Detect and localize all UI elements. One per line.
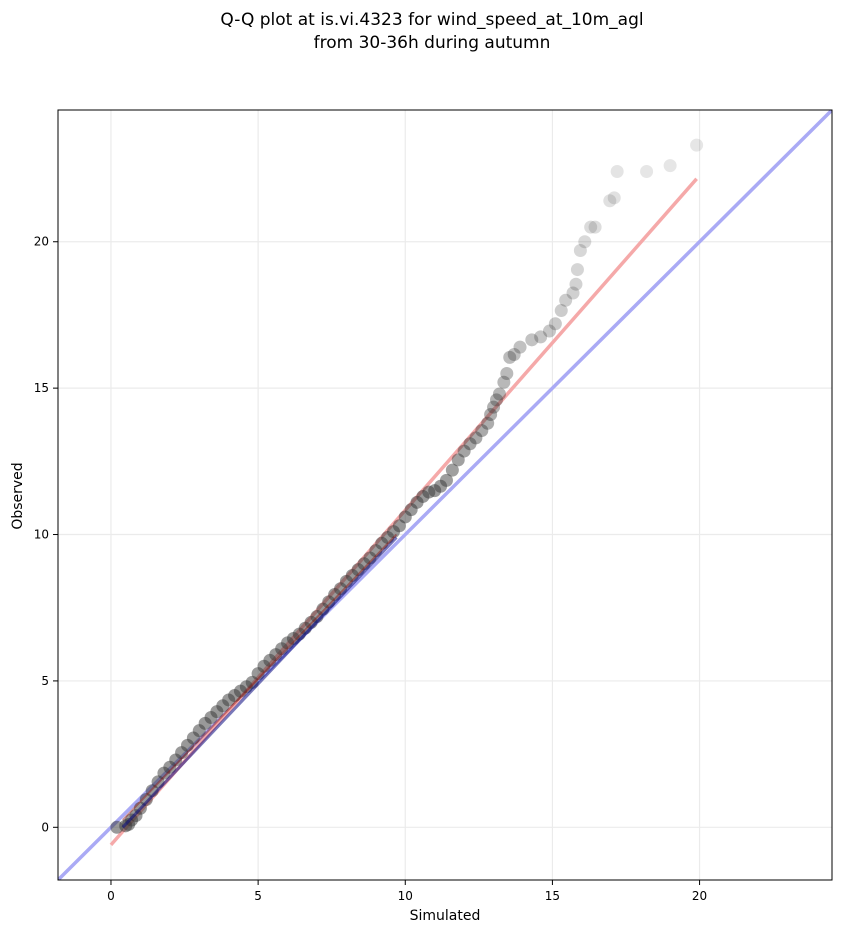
x-tick-label: 0 [107, 889, 115, 903]
qq-point [428, 484, 442, 498]
qq-point [513, 340, 527, 354]
plot-area [58, 110, 832, 880]
qq-point [525, 333, 539, 347]
qq-point [542, 324, 556, 338]
plot-frame [57, 109, 833, 881]
qq-point [490, 393, 504, 407]
qq-point [663, 159, 677, 173]
qq-point [578, 235, 592, 249]
x-axis-label: Simulated [410, 908, 481, 924]
qq-point [475, 424, 489, 438]
qq-point [603, 194, 617, 208]
qq-point [457, 444, 471, 458]
qq-point [548, 317, 562, 331]
qq-point [507, 347, 521, 361]
qq-point [434, 479, 448, 493]
qq-point [503, 350, 517, 364]
qq-point [607, 191, 621, 205]
y-tick-label: 20 [34, 235, 49, 249]
chart-title-line-1: Q-Q plot at is.vi.4323 for wind_speed_at… [220, 10, 643, 30]
qq-point [690, 138, 704, 152]
x-tick-label: 20 [692, 889, 707, 903]
qq-point [492, 387, 506, 401]
x-tick-label: 15 [545, 889, 560, 903]
x-tick-label: 10 [398, 889, 413, 903]
y-tick-label: 10 [34, 528, 49, 542]
qq-point [610, 164, 624, 178]
qq-point [497, 375, 511, 389]
qq-point [640, 164, 654, 178]
y-tick-label: 15 [34, 381, 49, 395]
fit-line-overlap [122, 533, 398, 821]
y-tick-label: 0 [41, 820, 49, 834]
grid-lines [58, 110, 832, 880]
y-tick-label: 5 [41, 674, 49, 688]
qq-point [584, 220, 598, 234]
qq-point [487, 400, 501, 414]
qq-point [500, 366, 514, 380]
qq-point [469, 431, 483, 445]
qq-point [559, 293, 573, 307]
qq-point [463, 437, 477, 451]
qq-point [570, 263, 584, 277]
qq-point [588, 220, 602, 234]
y-axis-label: Observed [10, 462, 26, 529]
qq-point [451, 453, 465, 467]
qq-point [566, 286, 580, 300]
qq-point [534, 330, 548, 344]
chart-title-line-2: from 30-36h during autumn [314, 33, 551, 53]
qq-point [445, 463, 459, 477]
qq-point [573, 244, 587, 258]
identity-line-overlap [121, 536, 398, 829]
qq-point [554, 304, 568, 318]
qq-point [481, 416, 495, 430]
qq-point [484, 407, 498, 421]
x-tick-label: 5 [254, 889, 262, 903]
qq-point [439, 473, 453, 487]
qq-point [569, 277, 583, 291]
axis-ticks: 0 5 10 15 20 0 5 10 15 20 [34, 235, 707, 903]
